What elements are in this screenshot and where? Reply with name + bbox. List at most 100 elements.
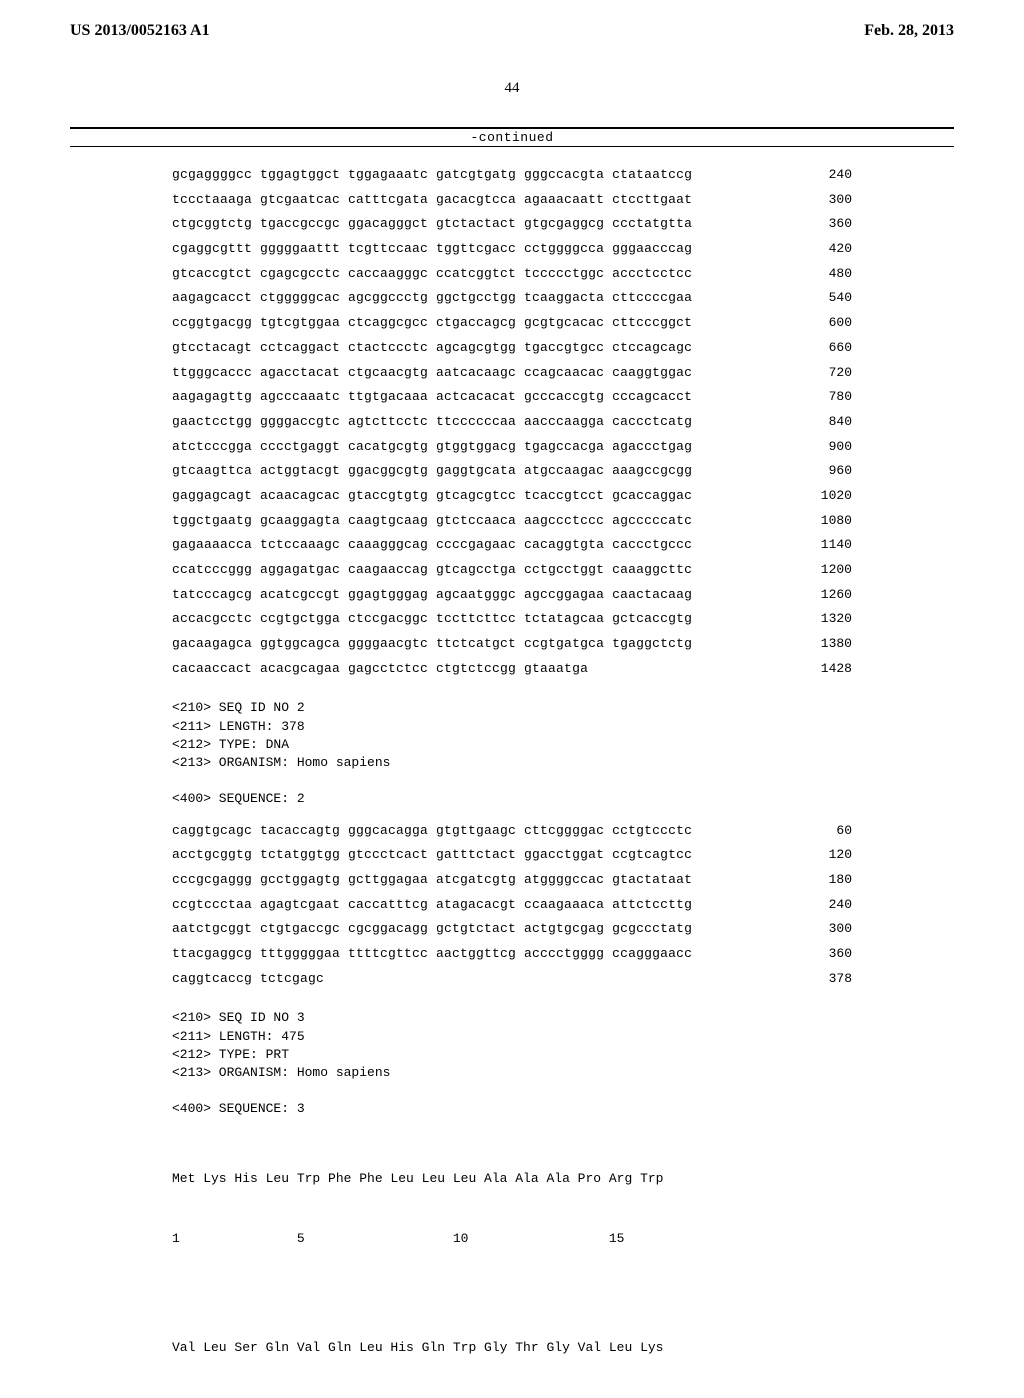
sequence-position: 780 <box>802 385 852 410</box>
sequence-row: gtcctacagt cctcaggact ctactccctc agcagcg… <box>172 336 852 361</box>
sequence-text: aagagagttg agcccaaatc ttgtgacaaa actcaca… <box>172 385 692 410</box>
sequence-row: tatcccagcg acatcgccgt ggagtgggag agcaatg… <box>172 583 852 608</box>
sequence-text: caggtcaccg tctcgagc <box>172 967 324 992</box>
sequence-text: gaggagcagt acaacagcac gtaccgtgtg gtcagcg… <box>172 484 692 509</box>
continued-label: -continued <box>70 130 954 145</box>
sequence-text: tatcccagcg acatcgccgt ggagtgggag agcaatg… <box>172 583 692 608</box>
sequence-2-meta: <210> SEQ ID NO 2 <211> LENGTH: 378 <212… <box>172 699 852 808</box>
publication-number: US 2013/0052163 A1 <box>70 22 210 40</box>
sequence-text: acctgcggtg tctatggtgg gtccctcact gatttct… <box>172 843 692 868</box>
sequence-text: gagaaaacca tctccaaagc caaagggcag ccccgag… <box>172 533 692 558</box>
sequence-text: cgaggcgttt gggggaattt tcgttccaac tggttcg… <box>172 237 692 262</box>
publication-date: Feb. 28, 2013 <box>864 22 954 40</box>
sequence-text: gtcaagttca actggtacgt ggacggcgtg gaggtgc… <box>172 459 692 484</box>
sequence-position: 120 <box>802 843 852 868</box>
sequence-row: cacaaccact acacgcagaa gagcctctcc ctgtctc… <box>172 657 852 682</box>
sequence-text: ttgggcaccc agacctacat ctgcaacgtg aatcaca… <box>172 361 692 386</box>
sequence-position: 840 <box>802 410 852 435</box>
sequence-row: ttgggcaccc agacctacat ctgcaacgtg aatcaca… <box>172 361 852 386</box>
sequence-row: gaactcctgg ggggaccgtc agtcttcctc ttccccc… <box>172 410 852 435</box>
sequence-text: gcgaggggcc tggagtggct tggagaaatc gatcgtg… <box>172 163 692 188</box>
sequence-row: gacaagagca ggtggcagca ggggaacgtc ttctcat… <box>172 632 852 657</box>
sequence-text: atctcccgga cccctgaggt cacatgcgtg gtggtgg… <box>172 435 692 460</box>
sequence-position: 1320 <box>802 607 852 632</box>
sequence-row: gagaaaacca tctccaaagc caaagggcag ccccgag… <box>172 533 852 558</box>
sequence-1-block: gcgaggggcc tggagtggct tggagaaatc gatcgtg… <box>172 163 852 681</box>
sequence-text: gacaagagca ggtggcagca ggggaacgtc ttctcat… <box>172 632 692 657</box>
sequence-text: cacaaccact acacgcagaa gagcctctcc ctgtctc… <box>172 657 588 682</box>
sequence-text: aatctgcggt ctgtgaccgc cgcggacagg gctgtct… <box>172 917 692 942</box>
sequence-position: 360 <box>802 942 852 967</box>
sequence-text: caggtgcagc tacaccagtg gggcacagga gtgttga… <box>172 819 692 844</box>
sequence-row: acctgcggtg tctatggtgg gtccctcact gatttct… <box>172 843 852 868</box>
spacer <box>172 1290 852 1298</box>
sequence-row: aagagcacct ctgggggcac agcggccctg ggctgcc… <box>172 286 852 311</box>
sequence-position: 300 <box>802 188 852 213</box>
page: US 2013/0052163 A1 Feb. 28, 2013 44 -con… <box>0 0 1024 1320</box>
sequence-position: 660 <box>802 336 852 361</box>
sequence-position: 900 <box>802 435 852 460</box>
sequence-row: tccctaaaga gtcgaatcac catttcgata gacacgt… <box>172 188 852 213</box>
sequence-text: tccctaaaga gtcgaatcac catttcgata gacacgt… <box>172 188 692 213</box>
sequence-2-block: caggtgcagc tacaccagtg gggcacagga gtgttga… <box>172 819 852 992</box>
sequence-position: 960 <box>802 459 852 484</box>
sequence-position: 1140 <box>802 533 852 558</box>
sequence-position: 1380 <box>802 632 852 657</box>
sequence-row: cgaggcgttt gggggaattt tcgttccaac tggttcg… <box>172 237 852 262</box>
sequence-text: gaactcctgg ggggaccgtc agtcttcctc ttccccc… <box>172 410 692 435</box>
sequence-text: gtcaccgtct cgagcgcctc caccaagggc ccatcgg… <box>172 262 692 287</box>
sequence-row: aagagagttg agcccaaatc ttgtgacaaa actcaca… <box>172 385 852 410</box>
page-header: US 2013/0052163 A1 Feb. 28, 2013 <box>70 22 954 40</box>
sequence-text: ttacgaggcg tttgggggaa ttttcgttcc aactggt… <box>172 942 692 967</box>
sequence-text: accacgcctc ccgtgctgga ctccgacggc tccttct… <box>172 607 692 632</box>
sequence-position: 420 <box>802 237 852 262</box>
sequence-row: gtcaagttca actggtacgt ggacggcgtg gaggtgc… <box>172 459 852 484</box>
sequence-3-protein: Met Lys His Leu Trp Phe Phe Leu Leu Leu … <box>172 1129 852 1398</box>
sequence-text: gtcctacagt cctcaggact ctactccctc agcagcg… <box>172 336 692 361</box>
sequence-row: cccgcgaggg gcctggagtg gcttggagaa atcgatc… <box>172 868 852 893</box>
sequence-row: ttacgaggcg tttgggggaa ttttcgttcc aactggt… <box>172 942 852 967</box>
sequence-text: ccggtgacgg tgtcgtggaa ctcaggcgcc ctgacca… <box>172 311 692 336</box>
sequence-position: 600 <box>802 311 852 336</box>
sequence-position: 378 <box>802 967 852 992</box>
sequence-position: 1080 <box>802 509 852 534</box>
sequence-row: aatctgcggt ctgtgaccgc cgcggacagg gctgtct… <box>172 917 852 942</box>
sequence-row: gtcaccgtct cgagcgcctc caccaagggc ccatcgg… <box>172 262 852 287</box>
sequence-position: 480 <box>802 262 852 287</box>
sequence-row: tggctgaatg gcaaggagta caagtgcaag gtctcca… <box>172 509 852 534</box>
sequence-position: 1020 <box>802 484 852 509</box>
sequence-position: 180 <box>802 868 852 893</box>
sequence-row: accacgcctc ccgtgctgga ctccgacggc tccttct… <box>172 607 852 632</box>
sequence-position: 540 <box>802 286 852 311</box>
sequence-3-meta: <210> SEQ ID NO 3 <211> LENGTH: 475 <212… <box>172 1009 852 1118</box>
continued-rule: -continued <box>70 127 954 147</box>
page-number: 44 <box>70 80 954 97</box>
sequence-position: 1260 <box>802 583 852 608</box>
sequence-row: ctgcggtctg tgaccgccgc ggacagggct gtctact… <box>172 212 852 237</box>
protein-line: Met Lys His Leu Trp Phe Phe Leu Leu Leu … <box>172 1169 852 1189</box>
sequence-position: 1200 <box>802 558 852 583</box>
sequence-position: 300 <box>802 917 852 942</box>
sequence-position: 60 <box>802 819 852 844</box>
sequence-row: gaggagcagt acaacagcac gtaccgtgtg gtcagcg… <box>172 484 852 509</box>
sequence-text: aagagcacct ctgggggcac agcggccctg ggctgcc… <box>172 286 692 311</box>
sequence-position: 720 <box>802 361 852 386</box>
sequence-text: cccgcgaggg gcctggagtg gcttggagaa atcgatc… <box>172 868 692 893</box>
sequence-text: tggctgaatg gcaaggagta caagtgcaag gtctcca… <box>172 509 692 534</box>
sequence-text: ctgcggtctg tgaccgccgc ggacagggct gtctact… <box>172 212 692 237</box>
sequence-row: ccatcccggg aggagatgac caagaaccag gtcagcc… <box>172 558 852 583</box>
sequence-position: 240 <box>802 893 852 918</box>
sequence-position: 360 <box>802 212 852 237</box>
sequence-position: 240 <box>802 163 852 188</box>
sequence-row: ccggtgacgg tgtcgtggaa ctcaggcgcc ctgacca… <box>172 311 852 336</box>
sequence-row: gcgaggggcc tggagtggct tggagaaatc gatcgtg… <box>172 163 852 188</box>
sequence-row: ccgtccctaa agagtcgaat caccatttcg atagaca… <box>172 893 852 918</box>
sequence-row: atctcccgga cccctgaggt cacatgcgtg gtggtgg… <box>172 435 852 460</box>
sequence-position: 1428 <box>802 657 852 682</box>
sequence-row: caggtgcagc tacaccagtg gggcacagga gtgttga… <box>172 819 852 844</box>
sequence-text: ccatcccggg aggagatgac caagaaccag gtcagcc… <box>172 558 692 583</box>
sequence-row: caggtcaccg tctcgagc 378 <box>172 967 852 992</box>
protein-positions: 1 5 10 15 <box>172 1229 852 1249</box>
protein-line: Val Leu Ser Gln Val Gln Leu His Gln Trp … <box>172 1338 852 1358</box>
sequence-text: ccgtccctaa agagtcgaat caccatttcg atagaca… <box>172 893 692 918</box>
